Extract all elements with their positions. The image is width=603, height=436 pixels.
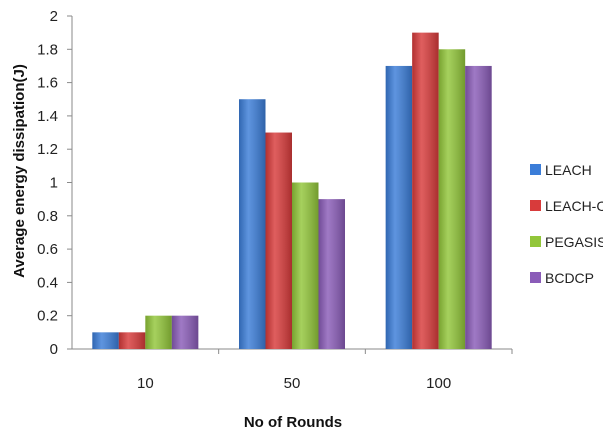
y-tick-label: 1.2	[37, 141, 58, 158]
legend-item-leach-c: LEACH-C	[530, 198, 603, 214]
bar-shade	[412, 32, 439, 350]
x-tick-label: 50	[284, 375, 301, 392]
bar-pegasis-10	[145, 315, 172, 349]
y-tick-label: 1	[50, 175, 58, 192]
bar-leach-10	[92, 332, 119, 349]
bar-bcdcp-100	[465, 65, 492, 349]
bar-bcdcp-10	[171, 315, 199, 349]
bar-leach-50	[239, 99, 266, 349]
bar-shade	[118, 332, 146, 349]
bar-leach-c-100	[412, 32, 439, 350]
legend-swatch	[530, 236, 541, 247]
bar-pegasis-50	[292, 182, 319, 349]
bar-bcdcp-50	[318, 199, 345, 349]
bar-shade	[318, 199, 345, 349]
x-tick-label: 100	[426, 375, 451, 392]
legend-item-pegasis: PEGASIS	[530, 234, 603, 250]
bar-shade	[438, 49, 466, 350]
y-tick-label: 0	[50, 341, 58, 358]
bar-shade	[145, 315, 172, 349]
bar-leach-100	[385, 65, 413, 349]
legend-item-bcdcp: BCDCP	[530, 270, 594, 286]
y-tick-label: 1.4	[37, 108, 58, 125]
y-tick-label: 0.4	[37, 274, 58, 291]
y-tick-label: 2	[50, 8, 58, 25]
bar-shade	[239, 99, 266, 349]
bar-shade	[385, 65, 413, 349]
bar-shade	[171, 315, 199, 349]
y-tick-label: 0.6	[37, 241, 58, 258]
y-tick-label: 0.2	[37, 308, 58, 325]
bar-shade	[265, 132, 292, 349]
bar-leach-c-50	[265, 132, 292, 349]
bar-pegasis-100	[438, 49, 466, 350]
legend-swatch	[530, 272, 541, 283]
plot-area: 0 0.2 0.4 0.6 0.8 1 1.2 1.4 1.6 1.8 2 10 50 100	[37, 8, 513, 392]
y-tick-label: 0.8	[37, 208, 58, 225]
legend-swatch	[530, 164, 541, 175]
legend-label: PEGASIS	[545, 234, 603, 250]
bar-shade	[92, 332, 119, 349]
bar-shade	[465, 65, 492, 349]
legend-label: LEACH	[545, 162, 592, 178]
y-tick-label: 1.8	[37, 41, 58, 58]
legend: LEACH LEACH-C PEGASIS BCDCP	[530, 162, 603, 286]
x-axis-title: No of Rounds	[244, 414, 342, 431]
legend-label: LEACH-C	[545, 198, 603, 214]
y-axis-title: Average energy dissipation(J)	[11, 64, 28, 278]
y-tick-label: 1.6	[37, 75, 58, 92]
x-tick-label: 10	[137, 375, 154, 392]
legend-item-leach: LEACH	[530, 162, 592, 178]
legend-label: BCDCP	[545, 270, 594, 286]
bar-leach-c-10	[118, 332, 146, 349]
bar-shade	[292, 182, 319, 349]
legend-swatch	[530, 200, 541, 211]
